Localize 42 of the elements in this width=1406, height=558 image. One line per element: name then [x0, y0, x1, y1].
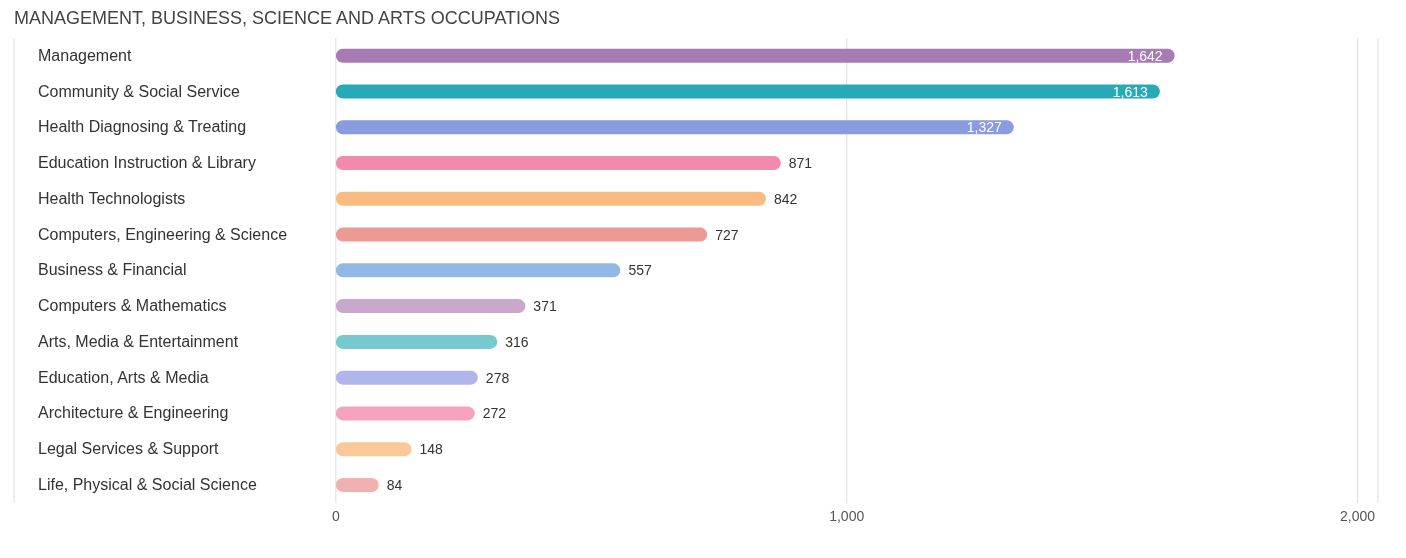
bar: [335, 263, 621, 278]
data-label: 84: [386, 476, 403, 493]
bar: [335, 442, 412, 457]
data-label: 371: [533, 298, 557, 315]
data-label: 148: [419, 441, 444, 458]
y-tick-label: Health Diagnosing & Treating: [38, 118, 247, 136]
data-label: 842: [773, 190, 798, 207]
data-label: 871: [788, 155, 813, 172]
y-tick-label: Computers, Engineering & Science: [38, 225, 288, 243]
y-tick-label: Computers & Mathematics: [38, 297, 227, 315]
y-tick-label: Architecture & Engineering: [38, 404, 229, 422]
bar: [335, 156, 781, 171]
y-tick-label: Management: [38, 46, 132, 64]
y-tick-label: Legal Services & Support: [38, 440, 220, 458]
bar: [335, 191, 766, 206]
bar: [335, 406, 475, 421]
data-label: 1,642: [1127, 47, 1163, 64]
bar: [335, 84, 1160, 99]
bar: [335, 120, 1014, 135]
bar: [335, 370, 478, 385]
bar: [335, 48, 1175, 63]
y-tick-label: Health Technologists: [38, 189, 186, 207]
data-label: 727: [715, 226, 739, 243]
y-tick-label: Life, Physical & Social Science: [38, 475, 257, 493]
y-tick-label: Education, Arts & Media: [38, 368, 209, 386]
data-label: 1,613: [1112, 83, 1149, 100]
chart-title: MANAGEMENT, BUSINESS, SCIENCE AND ARTS OCCUPATIONS: [14, 8, 562, 29]
bar: [335, 227, 708, 242]
y-tick-label: Education Instruction & Library: [38, 154, 256, 172]
x-tick-label: 1,000: [829, 507, 865, 524]
data-label: 1,327: [966, 119, 1002, 136]
y-tick-label: Arts, Media & Entertainment: [38, 332, 239, 350]
data-label: 557: [628, 262, 652, 279]
data-label: 272: [482, 405, 507, 422]
bar: [335, 334, 498, 349]
bar: [335, 299, 526, 314]
data-label: 278: [485, 369, 510, 386]
y-tick-label: Business & Financial: [38, 261, 187, 279]
x-tick-label: 0: [331, 507, 340, 524]
x-tick-label: 2,000: [1340, 507, 1376, 524]
data-label: 316: [505, 333, 529, 350]
y-tick-label: Community & Social Service: [38, 82, 240, 100]
